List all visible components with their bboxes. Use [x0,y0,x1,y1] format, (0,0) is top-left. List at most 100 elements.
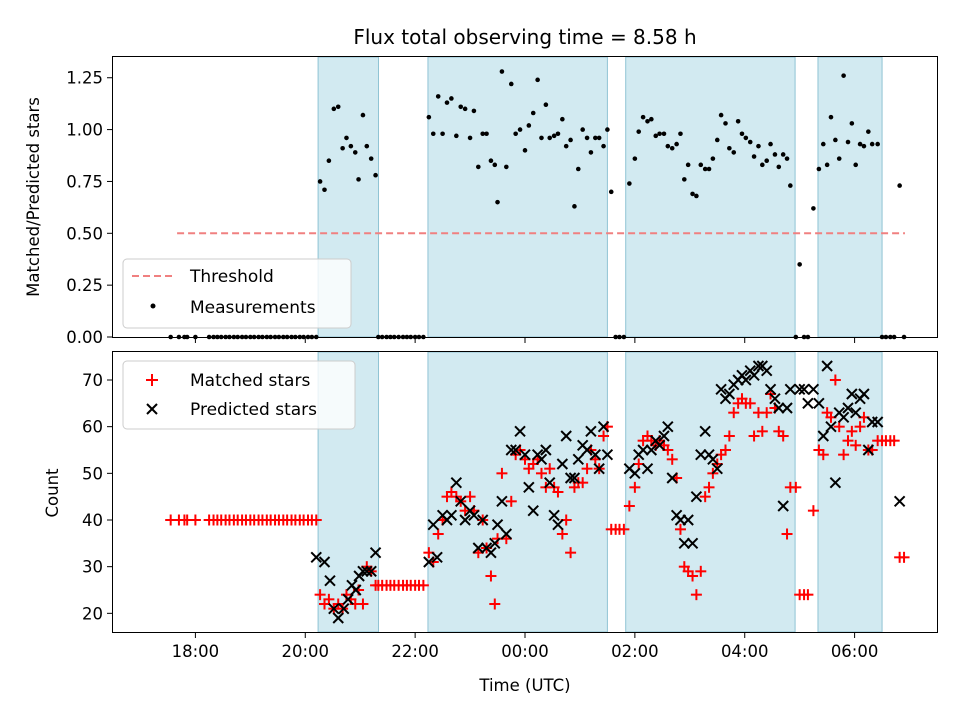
matched-star-point [314,589,326,601]
measurement-point [669,145,675,151]
measurement-point [869,141,875,147]
predicted-star-point [568,472,581,484]
predicted-star-point [686,537,699,550]
threshold-legend-label: Threshold [189,267,274,287]
matched-star-point [310,514,322,526]
matched-star-point [817,449,829,461]
predicted-star-point [695,448,707,461]
predicted-star-point [798,383,810,396]
measurement-point [535,77,540,83]
measurement-point [508,81,514,87]
predicted-star-point [711,462,723,475]
predicted-star-point [450,476,463,489]
predicted-legend-marker [146,403,158,415]
predicted-star-point [846,388,858,400]
measurement-point [426,114,432,120]
predicted-star-point [690,490,703,503]
predicted-star-point [365,565,377,578]
measurement-point [751,154,757,159]
measurement-point [547,135,553,141]
measurement-point [710,156,716,161]
observing-window [817,351,883,633]
y-tick-label: 0.25 [66,276,103,295]
measurement-point [322,187,327,193]
predicted-star-point [485,546,497,559]
measurement-point [861,143,867,149]
matched-star-point [432,528,444,540]
predicted-star-point [645,444,658,456]
y-tick-label: 60 [82,418,103,437]
matched-star-point [581,463,593,475]
measurement-point [572,204,577,209]
matched-star-point [748,430,760,442]
matched-star-point [598,430,610,442]
predicted-star-point [476,514,489,526]
predicted-star-point [423,556,435,568]
measurement-point [563,143,569,149]
observing-window [817,56,883,338]
measurement-point [714,137,720,143]
measurement-point [649,116,654,122]
measurement-point [530,110,536,116]
measurement-point [580,127,585,132]
measurement-point [601,143,606,149]
measurement-point [495,199,500,205]
measurement-point [727,145,732,151]
measurement-point [764,158,770,164]
measurement-point [551,133,557,139]
measurement-point [364,143,370,149]
predicted-star-point [548,509,560,522]
measurement-point [360,112,366,118]
predicted-legend-label: Predicted stars [190,400,317,420]
measurement-point [484,131,489,137]
y-tick-label: 30 [82,558,103,577]
measurement-point [718,112,724,118]
predicted-star-point [572,453,584,466]
matched-star-point [666,453,678,465]
matched-star-point [777,430,789,442]
predicted-star-point [491,518,504,531]
predicted-star-point [764,383,777,396]
matched-star-point [695,565,707,577]
measurement-point [776,164,782,170]
matched-star-point [842,435,854,447]
measurement-point [522,148,528,153]
predicted-star-point [658,430,670,442]
predicted-star-point [431,551,443,564]
predicted-star-point [535,453,548,466]
predicted-star-point [723,388,736,400]
measurement-point [560,116,565,122]
measurement-point [824,162,830,168]
matched-star-point [629,481,641,493]
predicted-stars-series [310,360,906,624]
predicted-star-point [500,528,513,540]
measurement-point [499,69,505,74]
predicted-star-point [748,369,760,382]
matched-star-point [838,449,850,461]
observing-window [625,351,796,633]
matched-star-point [544,463,556,475]
measurement-point [816,166,822,172]
top-y-axis: 0.00 0.25 0.50 0.75 1.00 1.25 [66,69,113,347]
bottom-panel: 20 30 40 50 60 70 18:00 20:00 22:00 00:00 02:00 04… [43,351,938,695]
predicted-star-point [318,556,331,568]
measurement-point [828,114,834,120]
predicted-star-point [601,448,614,461]
measurement-point [653,133,659,139]
predicted-star-point [527,504,539,517]
predicted-star-point [338,602,350,615]
predicted-star-point [342,593,354,606]
predicted-star-point [807,383,820,396]
measurement-point [356,177,361,182]
measurement-point [368,156,374,161]
measurement-point [326,158,332,164]
measurement-point [665,143,671,149]
measurement-point [373,172,378,178]
matched-legend-label: Matched stars [190,371,310,391]
matched-star-point [323,593,335,605]
measurement-point [471,108,477,114]
measurement-point [682,177,687,182]
matched-star-point [790,481,802,493]
bottom-y-axis: 20 30 40 50 60 70 [82,371,113,623]
